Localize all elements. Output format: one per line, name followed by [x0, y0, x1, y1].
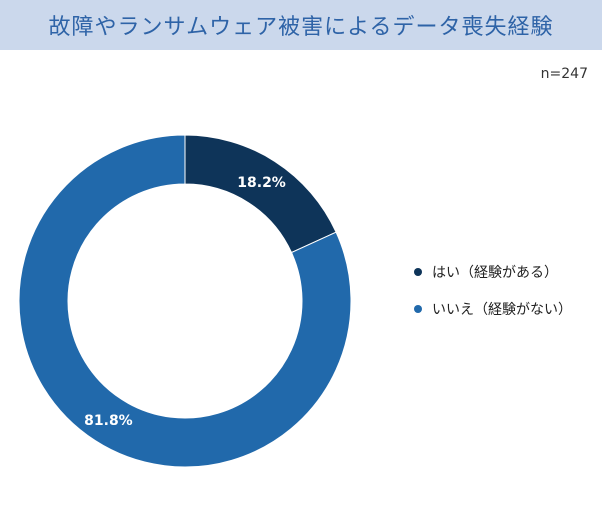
legend-label-no: いいえ（経験がない） — [432, 302, 572, 318]
slice-yes — [184, 134, 337, 254]
legend-label-yes: はい（経験がある） — [432, 265, 558, 281]
legend-item-no: いいえ（経験がない） — [414, 299, 572, 319]
legend: はい（経験がある） いいえ（経験がない） — [414, 262, 572, 336]
legend-swatch-no — [414, 305, 422, 313]
legend-item-yes: はい（経験がある） — [414, 262, 572, 282]
slice-no-label: 81.8% — [84, 413, 133, 429]
legend-swatch-yes — [414, 268, 422, 276]
slice-yes-label: 18.2% — [237, 175, 286, 191]
chart-title: 故障やランサムウェア被害によるデータ喪失経験 — [48, 15, 554, 40]
sample-size: n=247 — [540, 66, 588, 82]
slice-no — [18, 134, 352, 468]
title-bar: 故障やランサムウェア被害によるデータ喪失経験 — [0, 0, 602, 50]
